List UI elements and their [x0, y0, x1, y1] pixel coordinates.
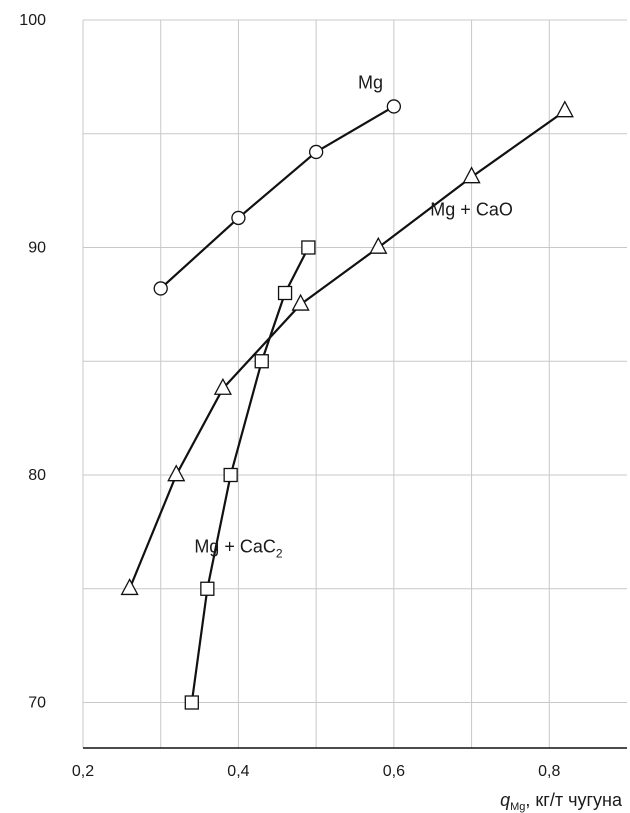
- data-point-mg-cac2: [223, 467, 238, 483]
- x-tick-label: 0,6: [383, 763, 405, 780]
- data-point-mg: [231, 210, 246, 226]
- data-point-mg-cac2: [200, 581, 215, 596]
- series-label-text: Mg + CaO: [430, 200, 513, 220]
- series-label-text: Mg + CaC: [194, 536, 276, 556]
- data-point-mg: [308, 144, 324, 160]
- series-mg-cac2: [184, 240, 316, 710]
- data-point-mg-cao: [291, 293, 310, 311]
- labels: Mg Mg + CaO Mg + CaC2: [194, 72, 513, 560]
- series-line-mg: [159, 105, 395, 290]
- series-mg: [153, 99, 402, 296]
- x-tick-label: 0,4: [227, 763, 249, 780]
- y-tick-label: 80: [28, 467, 46, 484]
- x-axis-symbol: q: [500, 790, 510, 810]
- x-axis-title: qMg, кг/т чугуна: [500, 790, 623, 813]
- y-tick-label: 90: [28, 240, 46, 257]
- x-tick-label: 0,8: [538, 763, 560, 780]
- data-point-mg-cac2: [301, 240, 316, 255]
- series-mg-cao: [120, 100, 574, 596]
- data-point-mg: [386, 99, 402, 114]
- data-point-mg-cao: [167, 464, 186, 482]
- x-tick-label: 0,2: [72, 763, 94, 780]
- series-label-mg: Mg: [358, 72, 383, 92]
- series-line-mg-cac2: [190, 246, 310, 703]
- series-label-text: Mg: [358, 72, 383, 92]
- series-label-mg-cac2: Mg + CaC2: [194, 536, 283, 560]
- data-point-mg-cao: [555, 100, 574, 118]
- data-point-mg-cac2: [184, 695, 199, 710]
- data-point-mg-cao: [213, 377, 232, 395]
- series-line-mg-cao: [128, 110, 566, 590]
- series-label-subscript: 2: [276, 546, 283, 560]
- data-point-mg-cao: [369, 236, 388, 254]
- data-point-mg-cac2: [277, 285, 293, 301]
- series-label-mg-cao: Mg + CaO: [430, 200, 513, 220]
- data-point-mg-cac2: [254, 354, 269, 369]
- series-group: [120, 99, 574, 710]
- data-point-mg-cao: [462, 166, 481, 184]
- grid: [82, 19, 627, 748]
- data-point-mg-cao: [120, 578, 139, 596]
- x-axis-subscript: Mg: [510, 801, 525, 813]
- y-tick-label: 70: [28, 695, 46, 712]
- y-tick-label: 100: [19, 12, 46, 29]
- x-axis-unit: , кг/т чугуна: [525, 790, 623, 810]
- data-point-mg: [153, 281, 168, 296]
